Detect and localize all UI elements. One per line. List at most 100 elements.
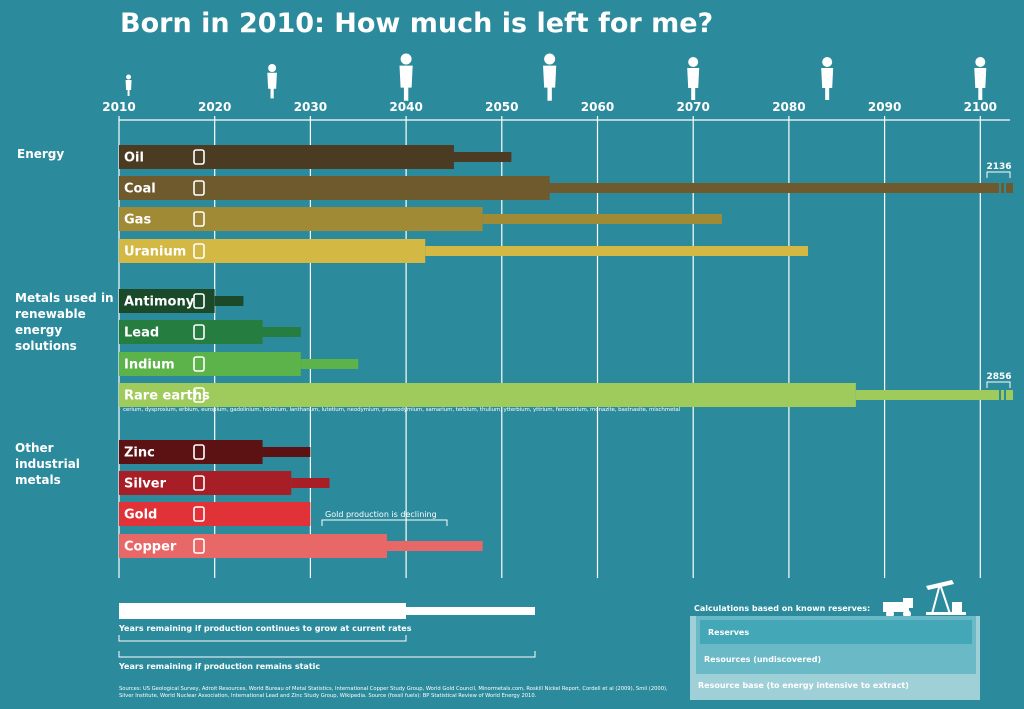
lightning-icon: [193, 180, 205, 196]
group-label-energy: Energy: [17, 147, 65, 161]
bar-row-uranium: Uranium: [119, 239, 809, 263]
calc-title: Calculations based on known reserves:: [694, 604, 871, 613]
coal-end-label: 2136: [986, 162, 1011, 172]
resource-label-copper: Copper: [124, 540, 177, 555]
bars-layer: Oil Coal Gas Uranium Antimony Lead Indium Rare …: [119, 145, 1013, 558]
growth-bar-uranium: [119, 239, 426, 263]
bar-row-oil: Oil: [119, 145, 512, 169]
lightning-icon-shape: [193, 211, 205, 227]
wind-turbine-icon-shape: [193, 387, 205, 403]
person-icon: [543, 53, 557, 101]
reserves-band: [700, 620, 972, 644]
resource-label-gold: Gold: [124, 508, 157, 523]
person-icon: [687, 57, 700, 100]
growth-bar-oil: [119, 145, 454, 169]
growth-bar-silver: [119, 471, 292, 495]
legend-growth-bar: [119, 603, 406, 619]
tick-label-2060: 2060: [581, 100, 614, 114]
car-icon: [193, 324, 205, 340]
resource-label-oil: Oil: [124, 151, 144, 166]
resource-base-label: Resource base (to energy intensive to ex…: [698, 681, 909, 690]
resource-label-uranium: Uranium: [124, 245, 186, 260]
wind-turbine-icon: [193, 387, 205, 403]
resource-label-indium: Indium: [124, 358, 175, 373]
static-bar-silver: [291, 478, 330, 488]
resource-label-coal: Coal: [124, 182, 156, 197]
solar-panel-icon: [193, 356, 205, 372]
axis-break-mark: [1004, 182, 1006, 194]
ring-icon: [193, 475, 205, 491]
person-head: [268, 64, 277, 72]
person-icon: [267, 64, 277, 99]
person-body: [267, 72, 277, 99]
saxophone-icon-shape: [193, 444, 205, 460]
resources-label: Resources (undiscovered): [704, 655, 822, 664]
static-bar-coal: [549, 183, 1013, 193]
static-bar-uranium: [425, 246, 809, 256]
static-bar-antimony: [214, 296, 244, 306]
group-label-industrial-metals: Other industrial metals: [15, 441, 80, 487]
growth-bar-gas: [119, 207, 483, 231]
resource-label-lead: Lead: [124, 326, 159, 341]
axis-break-mark: [999, 389, 1001, 401]
life-stage-icons: [125, 53, 987, 101]
static-bar-gas: [482, 214, 722, 224]
lightning-icon: [193, 211, 205, 227]
axis-break-mark: [1004, 389, 1006, 401]
growth-bar-gold: [119, 502, 311, 526]
radiation-icon-shape: [193, 243, 205, 259]
tick-label-2070: 2070: [676, 100, 709, 114]
axis-break-mark: [999, 182, 1001, 194]
battery-icon: [193, 293, 205, 309]
tick-label-2020: 2020: [198, 100, 231, 114]
phone-icon-shape: [193, 506, 205, 522]
bar-row-indium: Indium: [119, 352, 359, 376]
person-head: [126, 74, 132, 80]
growth-bar-rare-earths: [119, 383, 856, 407]
growth-bar-lead: [119, 320, 263, 344]
reserves-label: Reserves: [708, 628, 750, 637]
static-bar-indium: [300, 359, 359, 369]
person-body: [821, 68, 834, 100]
person-icon: [821, 57, 834, 100]
bar-row-gas: Gas: [119, 207, 722, 231]
static-bar-zinc: [262, 447, 311, 457]
bar-row-silver: Silver: [119, 471, 330, 495]
person-icon: [399, 53, 413, 101]
bar-row-zinc: Zinc: [119, 440, 311, 464]
static-bar-lead: [262, 327, 301, 337]
resource-label-antimony: Antimony: [124, 295, 195, 310]
tick-label-2010: 2010: [102, 100, 135, 114]
growth-bar-copper: [119, 534, 387, 558]
radiation-icon: [193, 243, 205, 259]
person-head: [822, 57, 833, 67]
reserves-legend: Calculations based on known reserves: Re…: [686, 580, 996, 701]
ring-icon-shape: [193, 475, 205, 491]
growth-bar-antimony: [119, 289, 215, 313]
oil-pump-icon: [926, 580, 966, 615]
tick-label-2030: 2030: [294, 100, 327, 114]
solar-panel-icon-shape: [193, 356, 205, 372]
person-head: [544, 53, 556, 65]
bar-row-coal: Coal: [119, 176, 1013, 200]
static-bar-oil: [453, 152, 512, 162]
static-bar-copper: [386, 541, 483, 551]
person-icon: [125, 74, 132, 96]
person-icon: [974, 57, 987, 100]
bar-row-rare-earths: Rare earths: [119, 383, 1013, 407]
resource-label-gas: Gas: [124, 213, 151, 228]
static-bar-rare-earths: [855, 390, 1013, 400]
person-head: [400, 53, 412, 65]
resource-label-zinc: Zinc: [124, 446, 155, 461]
person-head: [688, 57, 699, 67]
bar-row-gold: Gold: [119, 502, 311, 526]
tick-label-2090: 2090: [868, 100, 901, 114]
car-icon-shape: [193, 324, 205, 340]
legend-growth-label: Years remaining if production continues …: [119, 624, 412, 633]
tick-label-2080: 2080: [772, 100, 805, 114]
lightning-icon-shape: [193, 180, 205, 196]
legend-static-label: Years remaining if production remains st…: [119, 662, 321, 671]
resource-label-rare-earths: Rare earths: [124, 389, 210, 404]
tick-label-2050: 2050: [485, 100, 518, 114]
person-body: [974, 68, 987, 100]
